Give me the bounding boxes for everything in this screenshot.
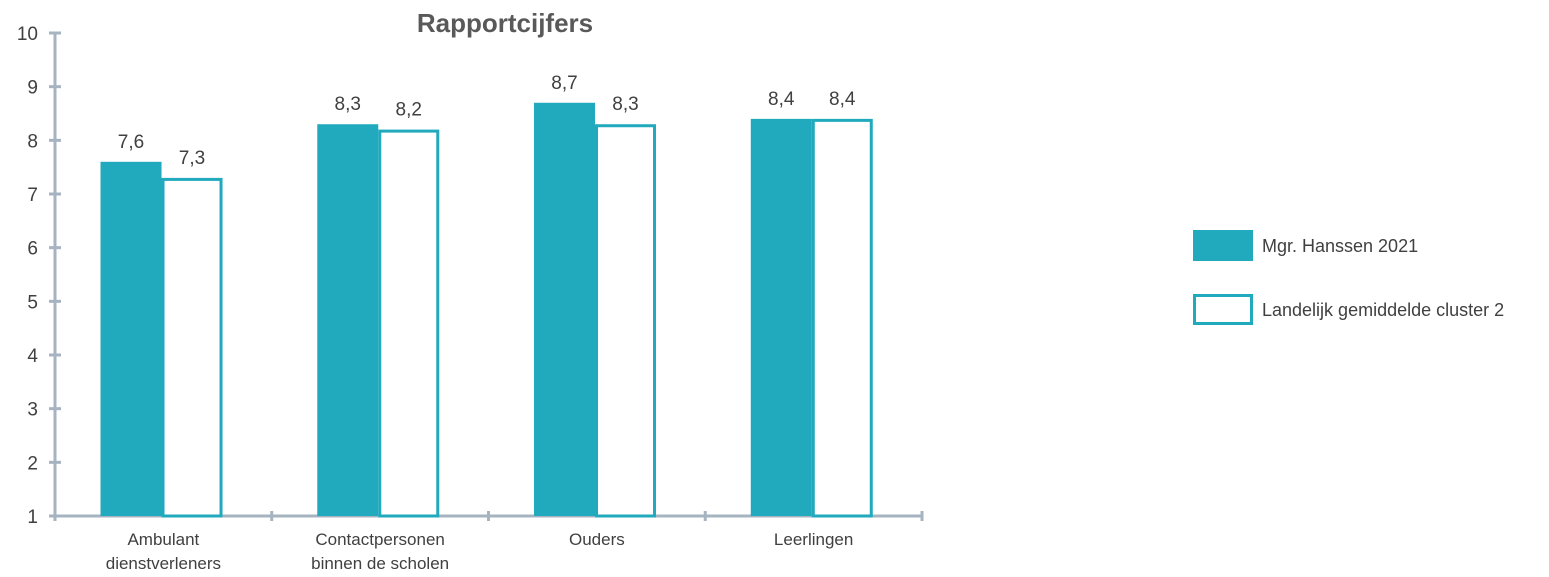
bar-landelijk-gemiddelde <box>378 129 440 518</box>
x-category-label: Leerlingen <box>774 530 853 549</box>
bar-landelijk-gemiddelde <box>161 177 223 518</box>
y-tick-label: 1 <box>27 507 38 528</box>
legend-label: Mgr. Hanssen 2021 <box>1262 236 1418 256</box>
y-tick-label: 5 <box>27 292 38 313</box>
bar-mgr-hanssen-2021 <box>534 102 596 517</box>
legend-label: Landelijk gemiddelde cluster 2 <box>1262 300 1504 320</box>
x-category-label: Ambulant dienstverleners <box>106 530 221 573</box>
y-tick-label: 4 <box>27 346 38 367</box>
y-tick-label: 2 <box>27 453 38 474</box>
y-tick-label: 6 <box>27 239 38 260</box>
data-label: 8,7 <box>551 73 577 94</box>
bars <box>100 102 873 518</box>
x-category-label: Contactpersonen binnen de scholen <box>311 530 449 573</box>
legend-swatch-filled <box>1193 230 1253 261</box>
data-label: 7,3 <box>179 148 205 169</box>
chart-title: Rapportcijfers <box>417 8 593 38</box>
bar-landelijk-gemiddelde <box>595 124 657 518</box>
data-labels: 7,6 8,3 8,7 8,4 7,3 8,2 8,3 8,4 <box>118 73 856 169</box>
bar-mgr-hanssen-2021 <box>100 161 162 517</box>
legend: Mgr. Hanssen 2021 Landelijk gemiddelde cl… <box>1193 230 1504 325</box>
bar-mgr-hanssen-2021 <box>750 118 812 516</box>
data-label: 8,3 <box>335 94 361 115</box>
data-label: 8,3 <box>612 94 638 115</box>
legend-swatch-outline <box>1193 294 1253 325</box>
x-category-label: Ouders <box>569 530 625 549</box>
y-tick-label: 3 <box>27 400 38 421</box>
y-tick-label: 10 <box>17 24 38 45</box>
y-tick-label: 7 <box>27 185 38 206</box>
bar-landelijk-gemiddelde <box>811 118 873 518</box>
data-label: 8,4 <box>829 89 856 110</box>
data-label: 7,6 <box>118 132 144 153</box>
data-label: 8,2 <box>396 100 422 121</box>
data-label: 8,4 <box>768 89 795 110</box>
bar-mgr-hanssen-2021 <box>317 124 379 516</box>
y-tick-label: 9 <box>27 78 38 99</box>
y-tick-label: 8 <box>27 131 38 152</box>
